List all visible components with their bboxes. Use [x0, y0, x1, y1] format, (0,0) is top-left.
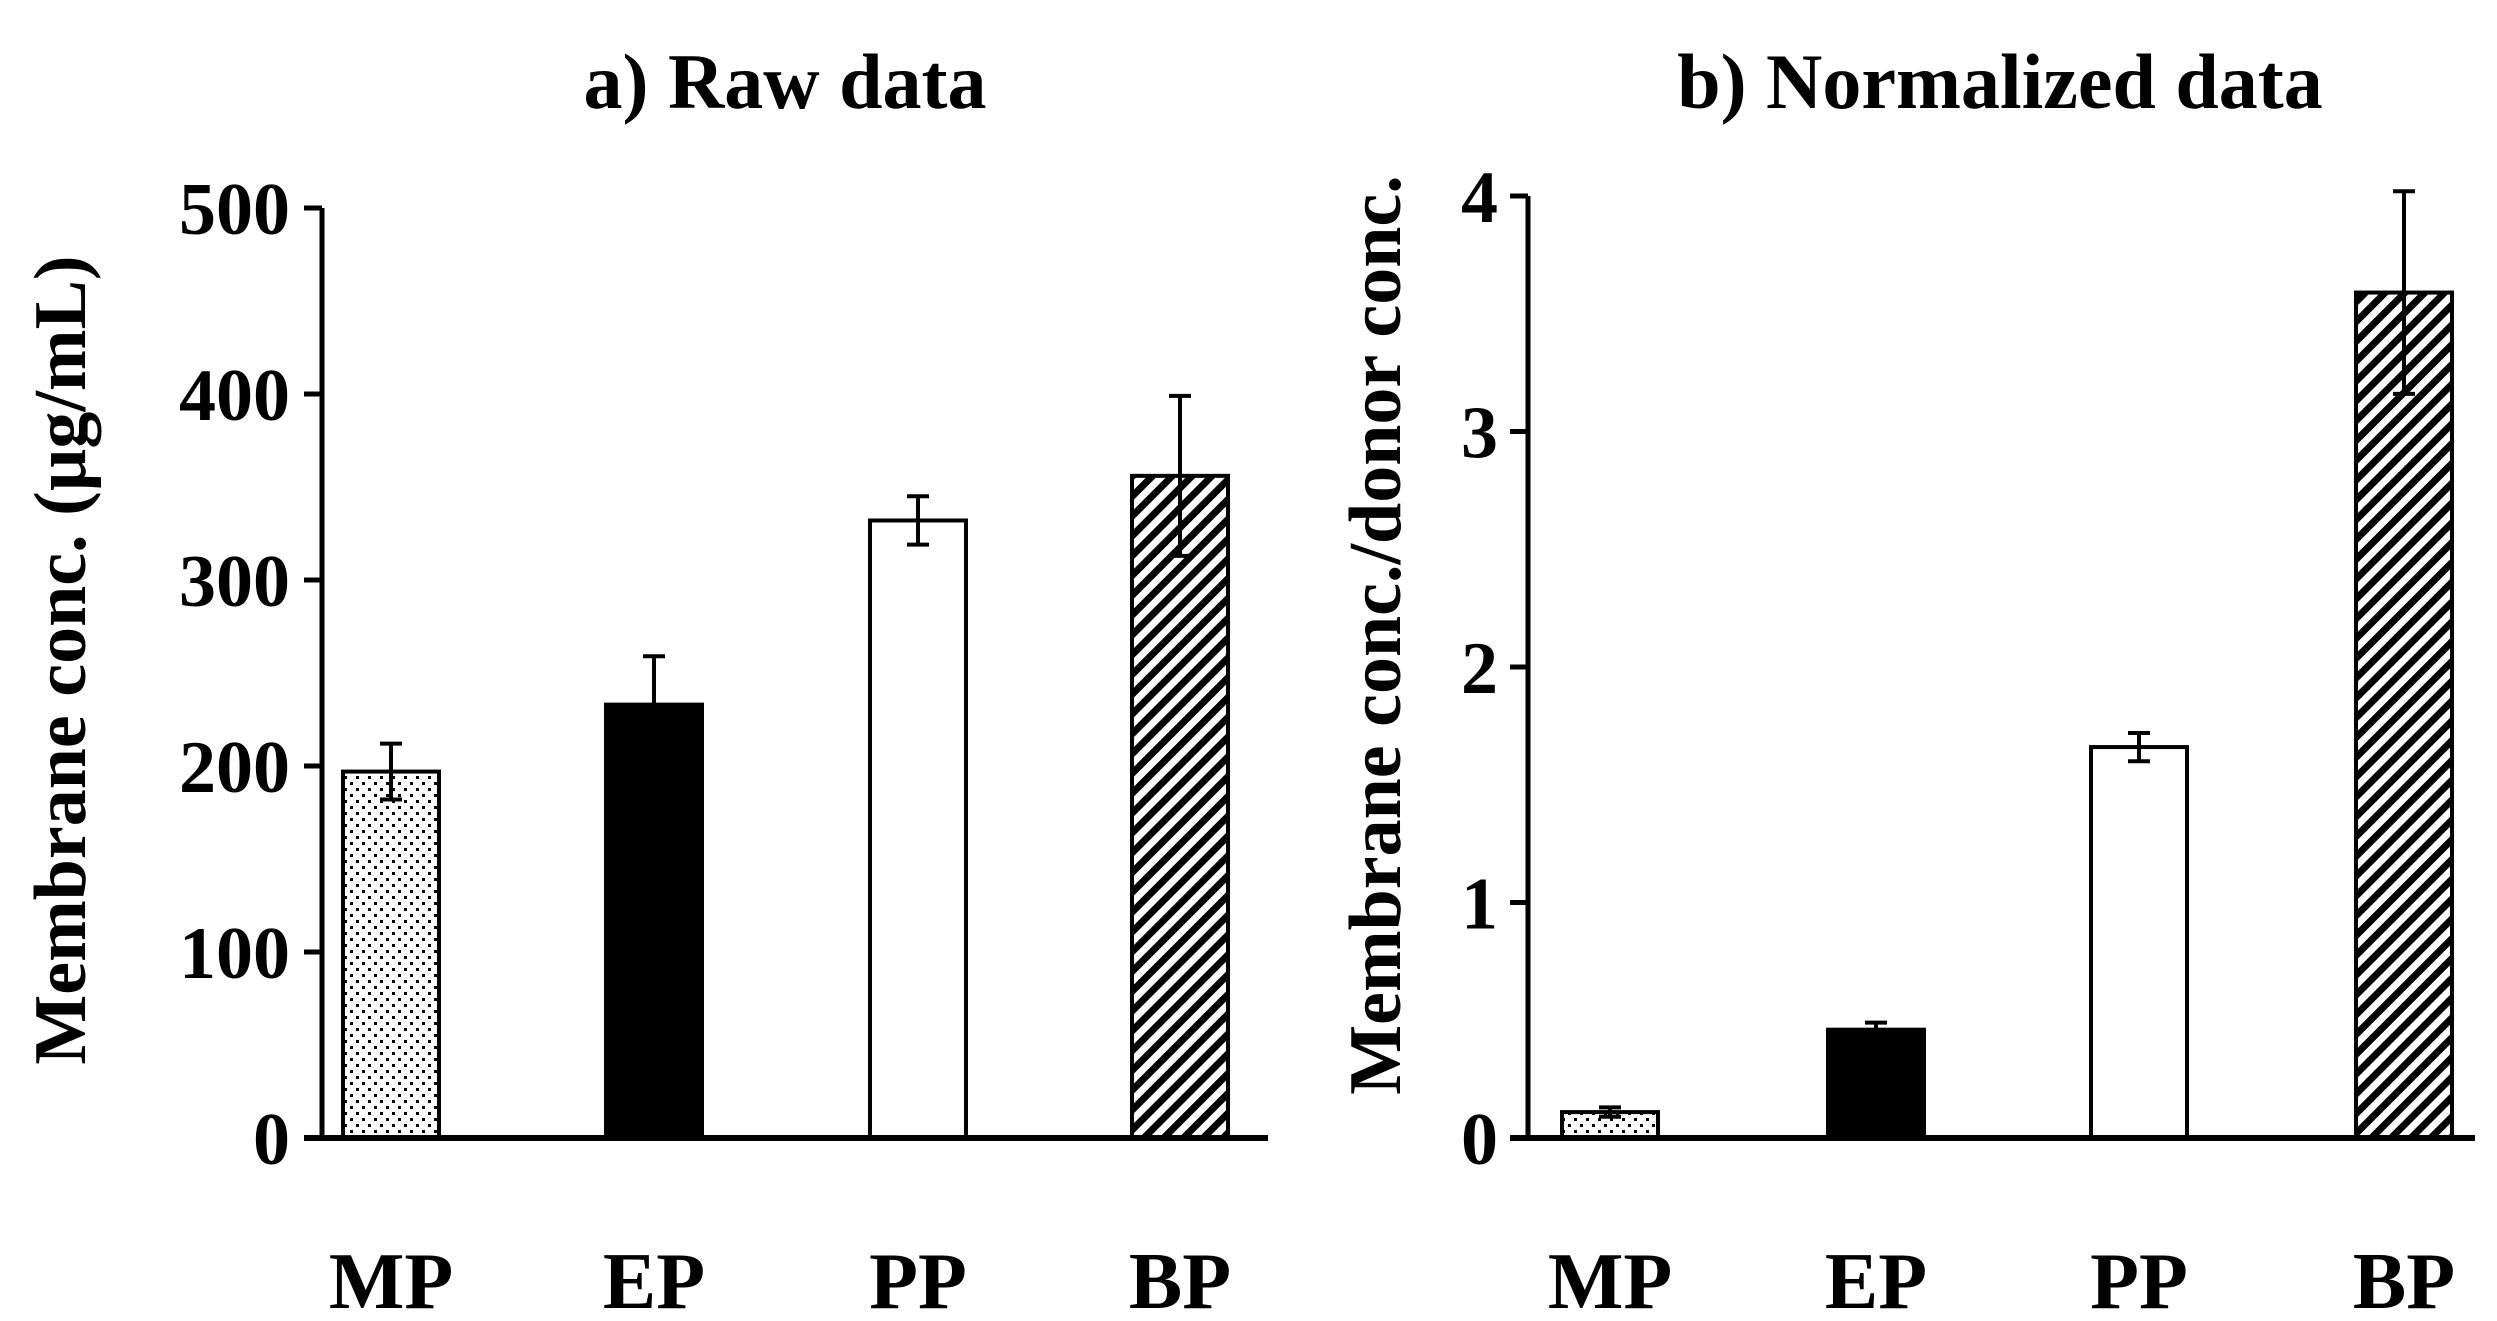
- error-bar-ep: [643, 654, 665, 755]
- y-axis-label-raw: Membrane conc. (µg/mL): [20, 255, 102, 1064]
- error-bar-bp: [2393, 189, 2415, 396]
- y-tick-label: 0: [253, 1099, 290, 1181]
- bar-ep: [604, 702, 704, 1140]
- category-label-mp: MP: [329, 1238, 453, 1321]
- error-bar-pp: [907, 494, 929, 547]
- bar-mp: [341, 769, 441, 1141]
- y-tick-label: 4: [1461, 157, 1498, 239]
- error-bar-pp: [2128, 730, 2150, 764]
- y-tick-label: 200: [179, 727, 290, 809]
- category-label-bp: BP: [1129, 1238, 1231, 1321]
- y-tick-label: 3: [1461, 393, 1498, 475]
- category-label-pp: PP: [2090, 1238, 2188, 1321]
- chart-title-raw: a) Raw data: [584, 38, 987, 125]
- y-axis-label-normalized: Membrane conc./donor conc.: [1335, 175, 1417, 1094]
- bar-bp: [2354, 290, 2454, 1140]
- category-label-mp: MP: [1548, 1238, 1672, 1321]
- bar-pp: [2089, 745, 2189, 1140]
- y-tick-label: 500: [179, 169, 290, 251]
- error-bar-mp: [380, 741, 402, 802]
- panel-raw-data: a) Raw data Membrane conc. (µg/mL) 0 100 2…: [20, 38, 1268, 1321]
- bar-pp: [868, 518, 968, 1140]
- category-label-pp: PP: [869, 1238, 967, 1321]
- bar-bp: [1130, 473, 1230, 1140]
- y-tick-label: 2: [1461, 628, 1498, 710]
- y-tick-label: 0: [1461, 1099, 1498, 1181]
- panel-normalized-data: b) Normalized data Membrane conc./donor …: [1335, 38, 2475, 1321]
- y-tick-label: 300: [179, 541, 290, 623]
- category-label-bp: BP: [2353, 1238, 2455, 1321]
- error-bar-mp: [1599, 1105, 1621, 1119]
- category-label-ep: EP: [1825, 1238, 1927, 1321]
- y-tick-label: 400: [179, 355, 290, 437]
- plot-normalized: 0 1 2 3 4 MP EP PP BP: [1461, 157, 2475, 1321]
- y-tick-label: 100: [179, 913, 290, 995]
- error-bar-ep: [1865, 1020, 1887, 1039]
- plot-raw: 0 100 200 300 400 500 MP EP PP BP: [179, 169, 1268, 1321]
- chart-title-normalized: b) Normalized data: [1677, 38, 2323, 125]
- y-tick-label: 1: [1461, 864, 1498, 946]
- bar-ep: [1826, 1027, 1926, 1141]
- error-bar-bp: [1169, 393, 1191, 558]
- category-label-ep: EP: [603, 1238, 705, 1321]
